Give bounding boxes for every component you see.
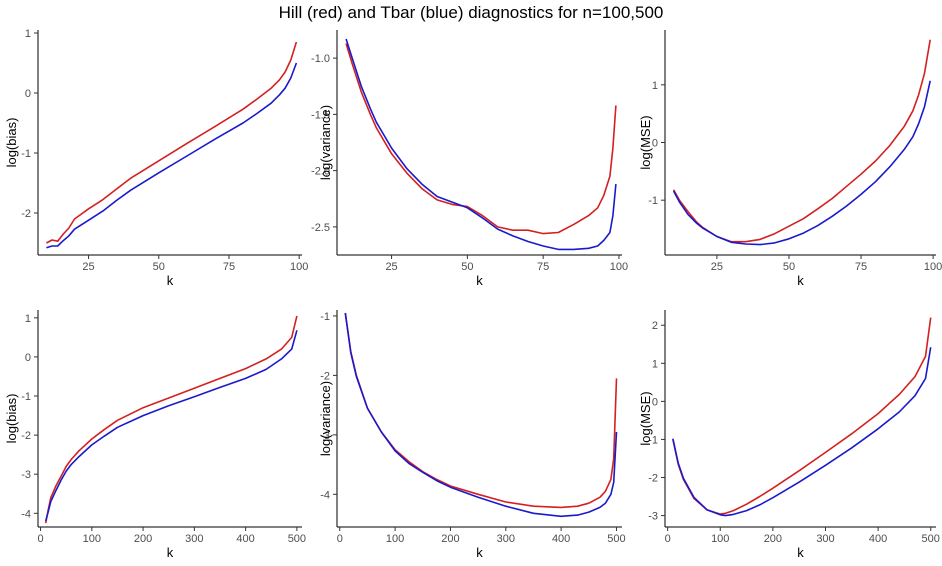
bias-500-x-tick-label: 500 [288, 533, 306, 545]
bias-100-hill-line [46, 41, 298, 244]
variance-500-y-axis-title: log(variance) [318, 381, 333, 456]
bias-100-x-tick-label: 75 [223, 261, 235, 273]
variance-500-y-tick-label: -1 [320, 311, 330, 323]
bias-500-y-tick-label: -4 [21, 508, 31, 520]
bias-100-x-tick-label: 25 [82, 261, 94, 273]
bias-500-y-tick-label: -2 [21, 430, 31, 442]
bias-500-y-axis-title: log(bias) [4, 394, 19, 444]
mse-500-x-axis-title: k [797, 545, 804, 560]
bias-100-x-axis-title: k [167, 273, 174, 288]
bias-100-tbar-line [46, 62, 298, 249]
variance-100-hill-line [345, 43, 617, 235]
mse-500-y-tick-label: -1 [648, 434, 658, 446]
mse-100-y-axis-title: log(MSE) [638, 115, 653, 169]
variance-500-hill-line [344, 312, 618, 509]
bias-500-tbar-line [44, 330, 298, 522]
mse-100-x-axis-title: k [797, 273, 804, 288]
bias-500-hill-line [44, 315, 298, 524]
bias-500-x-tick-label: 200 [134, 533, 152, 545]
variance-100-x-tick-label: 25 [385, 261, 397, 273]
bias-100-x-tick-label: 100 [290, 261, 308, 273]
variance-100-y-tick-label: -2.0 [311, 166, 330, 178]
variance-500-x-tick-label: 400 [552, 533, 570, 545]
mse-500-x-tick-label: 500 [922, 533, 940, 545]
mse-100-x-tick-label: 25 [711, 261, 723, 273]
mse-100-x-tick-label: 75 [855, 261, 867, 273]
bias-500-x-tick-label: 0 [38, 533, 44, 545]
bias-100-y-tick-label: 1 [25, 28, 31, 40]
bias-500-y-tick-label: -1 [21, 391, 31, 403]
mse-500-x-tick-label: 300 [816, 533, 834, 545]
variance-500-y-tick-label: -2 [320, 370, 330, 382]
bias-500-x-axis-title: k [167, 545, 174, 560]
mse-100-tbar-line [672, 80, 931, 246]
mse-500-x-tick-label: 100 [711, 533, 729, 545]
bias-500-y-tick-label: 1 [25, 313, 31, 325]
variance-500-x-tick-label: 200 [441, 533, 459, 545]
bias-500-y-tick-label: -3 [21, 469, 31, 481]
mse-500-x-tick-label: 400 [869, 533, 887, 545]
mse-500-tbar-line [672, 347, 932, 517]
bias-100-y-tick-label: 0 [25, 88, 31, 100]
mse-500-y-axis-title: log(MSE) [638, 391, 653, 445]
variance-100-y-tick-label: -1.5 [311, 109, 330, 121]
variance-500-x-tick-label: 500 [607, 533, 625, 545]
variance-100-tbar-line [345, 38, 617, 251]
mse-500-y-tick-label: 1 [652, 358, 658, 370]
mse-100-y-tick-label: 1 [652, 80, 658, 92]
variance-100-x-axis-title: k [476, 273, 483, 288]
bias-100-y-tick-label: -2 [21, 208, 31, 220]
bias-100-y-tick-label: -1 [21, 148, 31, 160]
mse-100-x-tick-label: 100 [924, 261, 942, 273]
figure-title: Hill (red) and Tbar (blue) diagnostics f… [278, 3, 664, 22]
mse-100-x-tick-label: 50 [783, 261, 795, 273]
variance-500-y-tick-label: -4 [320, 489, 330, 501]
mse-500-x-tick-label: 200 [764, 533, 782, 545]
mse-100-hill-line [672, 39, 931, 243]
variance-100-x-tick-label: 100 [610, 261, 628, 273]
bias-500-x-tick-label: 300 [185, 533, 203, 545]
variance-100-y-tick-label: -1.0 [311, 53, 330, 65]
mse-500-x-tick-label: 0 [665, 533, 671, 545]
variance-500-y-tick-label: -3 [320, 430, 330, 442]
bias-500-x-tick-label: 100 [83, 533, 101, 545]
mse-100-y-tick-label: -1 [648, 195, 658, 207]
mse-500-y-tick-label: -2 [648, 473, 658, 485]
bias-100-x-tick-label: 50 [153, 261, 165, 273]
variance-500-x-axis-title: k [476, 545, 483, 560]
variance-500-x-tick-label: 100 [386, 533, 404, 545]
variance-100-y-tick-label: -2.5 [311, 222, 330, 234]
mse-100-y-tick-label: 0 [652, 138, 658, 150]
mse-500-y-tick-label: -3 [648, 511, 658, 523]
bias-500-x-tick-label: 400 [236, 533, 254, 545]
bias-500-y-tick-label: 0 [25, 352, 31, 364]
variance-500-x-tick-label: 0 [337, 533, 343, 545]
mse-500-y-tick-label: 2 [652, 320, 658, 332]
bias-100-y-axis-title: log(bias) [4, 118, 19, 168]
variance-100-x-tick-label: 75 [537, 261, 549, 273]
mse-500-hill-line [672, 317, 932, 515]
variance-100-x-tick-label: 50 [461, 261, 473, 273]
variance-500-x-tick-label: 300 [497, 533, 515, 545]
variance-500-tbar-line [344, 312, 618, 518]
mse-500-y-tick-label: 0 [652, 396, 658, 408]
variance-100-y-axis-title: log(variance) [318, 105, 333, 180]
